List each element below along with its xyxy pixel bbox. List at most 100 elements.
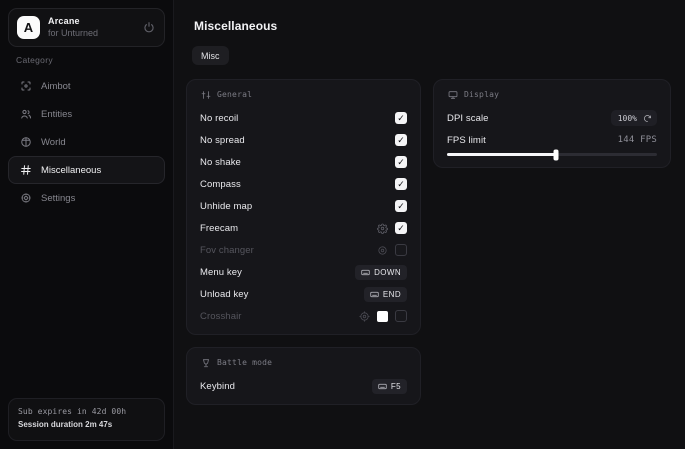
row-controls: F5 — [371, 378, 407, 394]
checkbox-no-recoil[interactable]: ✓ — [395, 112, 407, 124]
dpi-scale-control[interactable]: 100% — [610, 110, 657, 126]
monitor-icon — [447, 89, 458, 100]
keybind-value: F5 — [390, 381, 401, 391]
row-freecam[interactable]: Freecam ✓ — [187, 217, 420, 239]
row-no-shake[interactable]: No shake ✓ — [187, 151, 420, 173]
checkbox-fov-changer[interactable] — [395, 244, 407, 256]
checkbox-unhide-map[interactable]: ✓ — [395, 200, 407, 212]
sidebar-item-aimbot[interactable]: Aimbot — [8, 72, 165, 100]
row-label: Unload key — [200, 288, 249, 300]
keyboard-icon — [378, 382, 387, 391]
row-battle-keybind[interactable]: Keybind F5 — [187, 375, 420, 397]
panels-container: General No recoil ✓ No spread ✓ No shake — [186, 79, 675, 405]
trophy-icon — [200, 357, 211, 368]
tab-misc[interactable]: Misc — [192, 46, 229, 65]
brand-card[interactable]: A Arcane for Unturned — [8, 8, 165, 47]
sidebar-nav: Aimbot Entities World — [8, 72, 165, 212]
row-controls — [377, 244, 407, 256]
tabbar: Misc — [192, 46, 229, 65]
right-column: Display DPI scale 100% — [433, 79, 671, 168]
row-label: Compass — [200, 178, 241, 190]
keyboard-icon — [361, 268, 370, 277]
sidebar-item-label: World — [41, 136, 66, 148]
fps-limit-slider[interactable] — [447, 149, 657, 160]
keybind-battle-mode[interactable]: F5 — [371, 378, 407, 394]
reset-icon[interactable] — [643, 114, 652, 123]
row-dpi-scale[interactable]: DPI scale 100% — [434, 107, 670, 129]
globe-icon — [19, 136, 32, 149]
sidebar-item-world[interactable]: World — [8, 128, 165, 156]
gear-icon[interactable] — [359, 310, 370, 322]
gear-icon[interactable] — [377, 245, 388, 256]
gear-icon[interactable] — [377, 223, 388, 234]
fps-limit-value: 144 FPS — [617, 135, 657, 145]
row-controls: END — [363, 286, 407, 302]
row-controls: ✓ — [395, 134, 407, 146]
brand-text: Arcane for Unturned — [48, 16, 142, 39]
row-fov-changer[interactable]: Fov changer — [187, 239, 420, 261]
category-label: Category — [16, 55, 53, 65]
row-no-spread[interactable]: No spread ✓ — [187, 129, 420, 151]
row-crosshair[interactable]: Crosshair — [187, 305, 420, 327]
row-unload-key[interactable]: Unload key END — [187, 283, 420, 305]
row-label: Menu key — [200, 266, 242, 278]
checkbox-no-spread[interactable]: ✓ — [395, 134, 407, 146]
checkbox-crosshair[interactable] — [395, 310, 407, 322]
app-logo: A — [17, 16, 40, 39]
row-label: No shake — [200, 156, 241, 168]
checkbox-freecam[interactable]: ✓ — [395, 222, 407, 234]
row-label: Freecam — [200, 222, 239, 234]
sliders-icon — [200, 89, 211, 100]
slider-thumb[interactable] — [553, 149, 559, 160]
row-label: FPS limit — [447, 134, 486, 146]
checkbox-compass[interactable]: ✓ — [395, 178, 407, 190]
grid-icon — [19, 164, 32, 177]
sidebar-item-label: Miscellaneous — [41, 164, 102, 176]
checkbox-no-shake[interactable]: ✓ — [395, 156, 407, 168]
power-icon[interactable] — [142, 21, 156, 35]
row-controls: ✓ — [395, 178, 407, 190]
left-column: General No recoil ✓ No spread ✓ No shake — [186, 79, 421, 405]
panel-battle-mode: Battle mode Keybind F5 — [186, 347, 421, 405]
app-name: Arcane — [48, 16, 80, 26]
sidebar-item-miscellaneous[interactable]: Miscellaneous — [8, 156, 165, 184]
dpi-scale-value: 100% — [617, 113, 637, 123]
row-label: Crosshair — [200, 310, 242, 322]
panel-general-title: General — [217, 90, 253, 99]
row-label: No spread — [200, 134, 245, 146]
slider-fill — [447, 153, 557, 156]
row-controls: ✓ — [395, 112, 407, 124]
crosshair-icon — [19, 80, 32, 93]
row-label: No recoil — [200, 112, 239, 124]
row-no-recoil[interactable]: No recoil ✓ — [187, 107, 420, 129]
keyboard-icon — [370, 290, 379, 299]
sidebar-item-settings[interactable]: Settings — [8, 184, 165, 212]
sidebar-item-entities[interactable]: Entities — [8, 100, 165, 128]
row-compass[interactable]: Compass ✓ — [187, 173, 420, 195]
keybind-value: DOWN — [374, 267, 401, 277]
row-label: Keybind — [200, 380, 236, 392]
keybind-menu-key[interactable]: DOWN — [355, 264, 407, 280]
row-controls: ✓ — [395, 200, 407, 212]
row-fps-limit: FPS limit 144 FPS — [434, 129, 670, 151]
panel-battle-mode-title: Battle mode — [217, 358, 273, 367]
tab-label: Misc — [201, 50, 220, 61]
app-subtitle: for Unturned — [48, 28, 99, 38]
row-unhide-map[interactable]: Unhide map ✓ — [187, 195, 420, 217]
row-controls: ✓ — [395, 156, 407, 168]
row-label: DPI scale — [447, 112, 489, 124]
panel-display-header: Display — [434, 89, 670, 100]
sidebar-item-label: Aimbot — [41, 80, 71, 92]
fps-limit-slider-wrap — [434, 149, 670, 160]
row-label: Fov changer — [200, 244, 254, 256]
panel-display: Display DPI scale 100% — [433, 79, 671, 168]
keybind-value: END — [382, 289, 401, 299]
sidebar: A Arcane for Unturned Category Aimbot — [0, 0, 174, 449]
sidebar-item-label: Entities — [41, 108, 73, 120]
row-menu-key[interactable]: Menu key DOWN — [187, 261, 420, 283]
color-swatch-crosshair[interactable] — [377, 310, 388, 322]
users-icon — [19, 108, 32, 121]
sidebar-item-label: Settings — [41, 192, 76, 204]
gear-icon — [19, 192, 32, 205]
keybind-unload-key[interactable]: END — [363, 286, 407, 302]
